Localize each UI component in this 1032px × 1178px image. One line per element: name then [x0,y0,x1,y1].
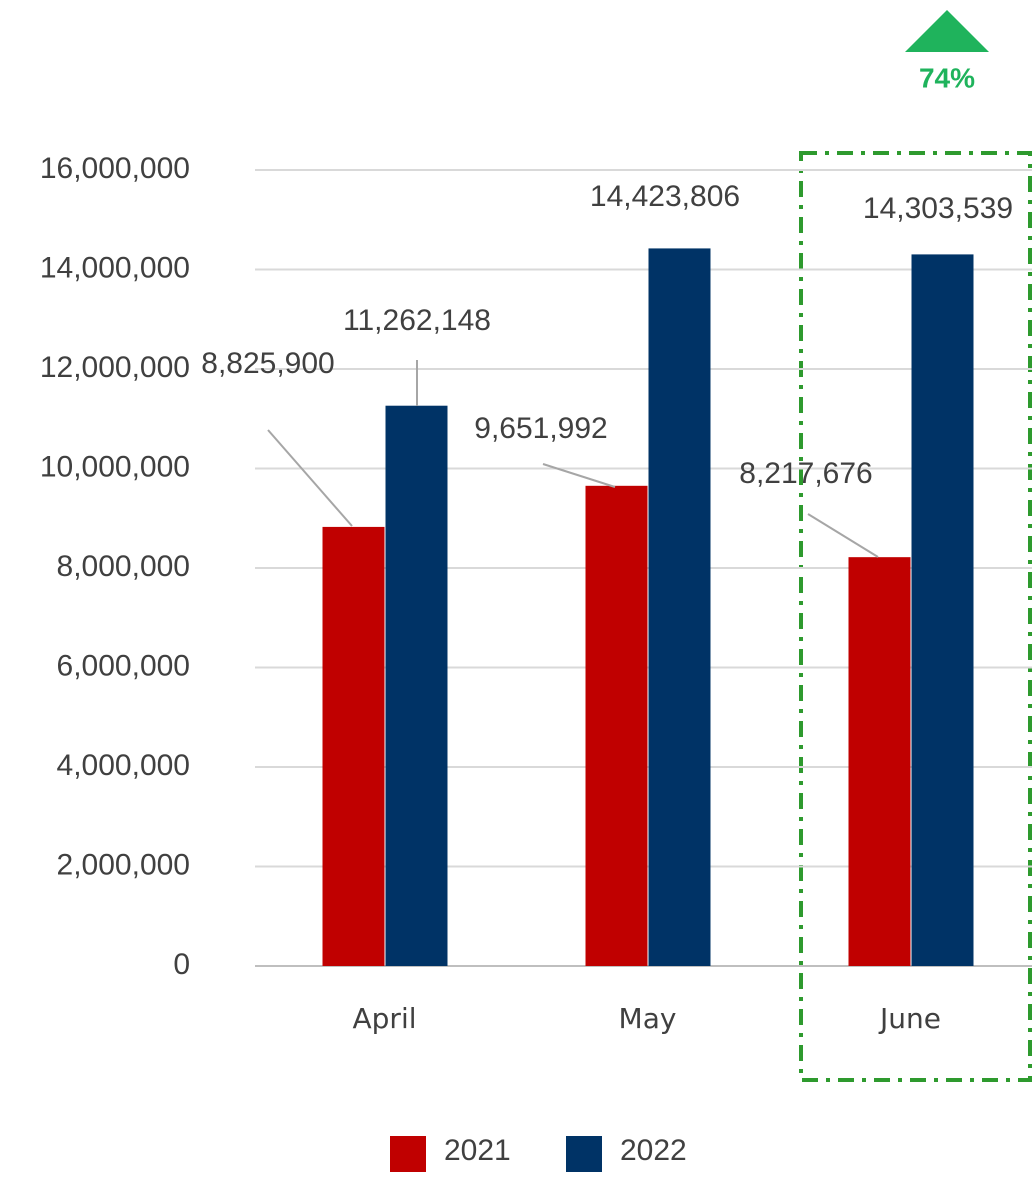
bar [322,526,385,966]
y-tick-label: 0 [173,948,190,981]
y-tick-label: 2,000,000 [57,848,190,881]
y-tick-label: 12,000,000 [40,351,190,384]
legend-swatch [566,1136,602,1172]
y-tick-label: 16,000,000 [40,152,190,185]
data-label: 11,262,148 [343,304,491,337]
data-label: 8,217,676 [739,457,872,490]
x-tick-label: May [619,1002,677,1035]
y-tick-label: 14,000,000 [40,251,190,284]
bar [911,254,974,967]
data-label: 8,825,900 [201,347,334,380]
bar [648,248,711,966]
y-tick-label: 6,000,000 [57,649,190,682]
legend-label: 2022 [620,1134,687,1167]
up-arrow [905,10,989,52]
leader-line [542,463,616,488]
legend-swatch [390,1136,426,1172]
data-label: 14,423,806 [590,180,740,213]
data-label: 9,651,992 [474,412,607,445]
highlight-box [799,151,1032,1082]
bar [585,485,648,966]
data-label: 14,303,539 [863,192,1013,225]
y-tick-label: 10,000,000 [40,450,190,483]
y-tick-label: 8,000,000 [57,550,190,583]
bar [848,557,911,966]
leader-line [267,429,353,527]
x-tick-label: June [878,1002,941,1035]
y-tick-label: 4,000,000 [57,749,190,782]
annotation: 74% [919,62,975,93]
leader-line [807,513,879,558]
bar [385,405,448,966]
x-tick-label: April [353,1002,417,1035]
legend-label: 2021 [444,1134,511,1167]
